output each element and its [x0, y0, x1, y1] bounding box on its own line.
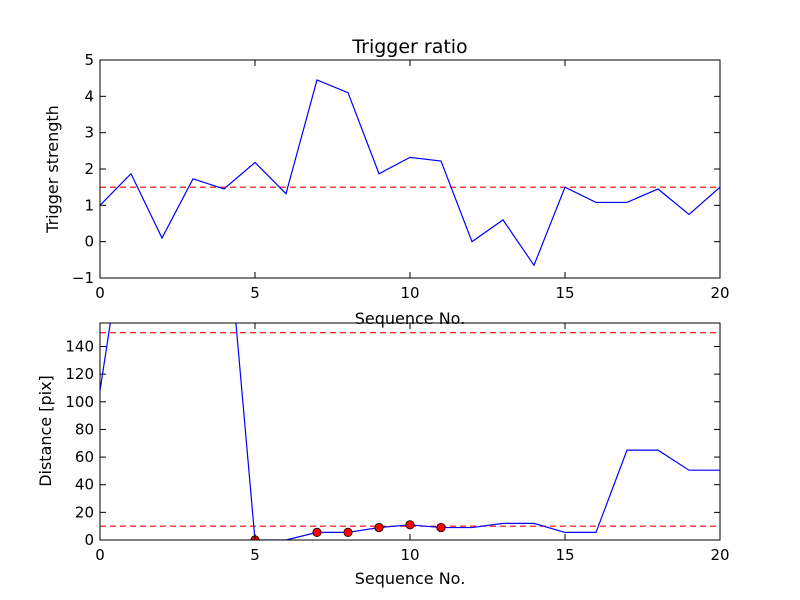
x-axis-label: Sequence No. [355, 569, 466, 588]
y-tick-label: 2 [84, 160, 94, 178]
y-tick-label: 140 [65, 337, 94, 355]
y-tick-label: 20 [75, 503, 94, 521]
x-tick-label: 20 [710, 284, 729, 302]
x-tick-label: 5 [250, 546, 260, 564]
series-line [100, 79, 720, 267]
y-tick-label: 0 [84, 233, 94, 251]
y-tick-label: −1 [72, 269, 94, 287]
y-tick-label: 80 [75, 420, 94, 438]
data-point [312, 527, 322, 537]
y-tick-label: 0 [84, 531, 94, 549]
y-tick-label: 100 [65, 393, 94, 411]
x-tick-label: 0 [95, 546, 105, 564]
y-tick-label: 60 [75, 448, 94, 466]
axis-ticks: 0 5 10 15 20 0 20 40 60 80 100 120 140 [65, 323, 730, 564]
data-point [343, 527, 353, 537]
data-point [374, 522, 384, 533]
x-tick-label: 10 [400, 284, 419, 302]
data-point [405, 520, 415, 530]
y-tick-label: 1 [84, 196, 94, 214]
axes-frame [99, 322, 721, 541]
x-tick-label: 15 [555, 546, 574, 564]
x-tick-label: 0 [95, 284, 105, 302]
y-axis-label: Trigger strength [43, 105, 62, 234]
y-tick-label: 4 [84, 87, 94, 105]
y-tick-label: 40 [75, 476, 94, 494]
x-tick-label: 15 [555, 284, 574, 302]
x-tick-label: 20 [710, 546, 729, 564]
y-tick-label: 3 [84, 124, 94, 142]
axes-frame [99, 59, 721, 279]
series-line [100, 323, 720, 540]
plot-area [100, 323, 720, 540]
x-tick-label: 5 [250, 284, 260, 302]
chart-title: Trigger ratio [351, 36, 467, 58]
x-tick-label: 10 [400, 546, 419, 564]
data-point [436, 522, 446, 533]
y-tick-label: 120 [65, 365, 94, 383]
y-tick-label: 5 [84, 51, 94, 69]
y-axis-label: Distance [pix] [36, 375, 55, 487]
plot-area [100, 79, 720, 267]
